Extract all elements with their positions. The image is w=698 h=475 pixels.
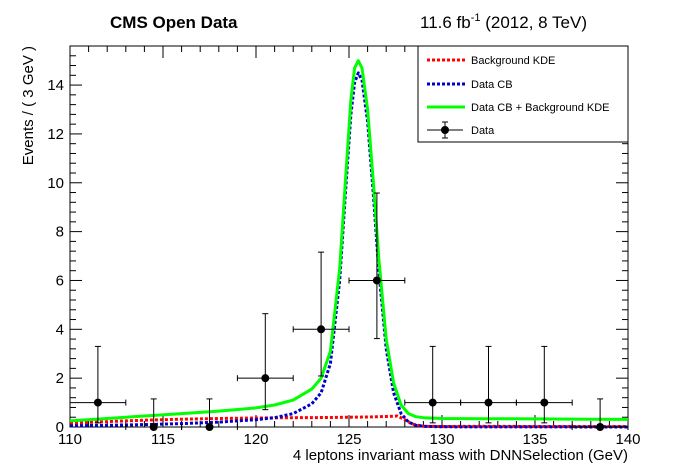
legend-label: Data <box>471 125 495 137</box>
data-marker <box>317 325 326 334</box>
data-marker <box>205 423 214 431</box>
y-tick-label: 0 <box>56 419 64 436</box>
data-point <box>571 398 629 431</box>
legend-label: Data CB + Background KDE <box>471 102 610 114</box>
data-point <box>515 345 573 424</box>
x-axis-label: 4 leptons invariant mass with DNNSelecti… <box>293 447 628 464</box>
data-marker <box>484 398 493 407</box>
x-tick-label: 115 <box>151 431 175 448</box>
data-marker <box>93 398 102 407</box>
x-tick-label: 140 <box>615 431 640 448</box>
data-marker <box>428 398 437 407</box>
data-marker <box>540 398 549 407</box>
data-marker <box>149 423 158 431</box>
legend-entry: Data CB <box>427 79 513 91</box>
background-kde-line <box>69 414 628 428</box>
legend-label: Data CB <box>471 79 513 91</box>
data-point <box>69 345 127 424</box>
data-cb-line <box>69 71 629 429</box>
x-tick-label: 135 <box>522 431 547 448</box>
data-point <box>404 345 462 424</box>
legend-entry: Data CB + Background KDE <box>427 102 610 114</box>
data-marker <box>596 423 605 431</box>
y-axis-label: Events / ( 3 GeV ) <box>20 46 37 165</box>
experiment-title: CMS Open Data <box>110 13 238 32</box>
legend-entry: Data <box>427 121 495 139</box>
y-tick-label: 8 <box>56 224 64 241</box>
legend-entry: Background KDE <box>427 55 555 67</box>
data-point <box>348 192 406 340</box>
luminosity-label: 11.6 fb-1 (2012, 8 TeV) <box>420 12 587 32</box>
y-tick-label: 14 <box>47 77 64 94</box>
y-tick-label: 10 <box>47 175 64 192</box>
x-tick-label: 120 <box>243 431 268 448</box>
data-marker <box>372 276 381 285</box>
data-point <box>181 398 238 431</box>
data-cb-plus-background-line <box>69 59 629 423</box>
plot-area: 110 115 120 125 130 135 140 0 2 4 6 8 10 12 14 <box>47 45 641 448</box>
x-tick-label: 130 <box>429 431 454 448</box>
data-point <box>236 313 294 411</box>
data-marker <box>261 374 270 383</box>
data-point <box>125 398 183 431</box>
legend: Background KDE Data CB Data CB + Backgroun… <box>417 45 629 143</box>
y-tick-label: 12 <box>47 126 64 143</box>
legend-data-marker <box>441 126 449 134</box>
data-point <box>292 251 350 377</box>
y-tick-label: 6 <box>56 272 64 289</box>
x-tick-label: 110 <box>58 431 82 448</box>
y-tick-label: 2 <box>56 370 64 387</box>
legend-box <box>417 45 629 143</box>
y-tick-label: 4 <box>56 321 64 338</box>
legend-label: Background KDE <box>471 55 555 67</box>
x-tick-label: 125 <box>336 431 361 448</box>
data-point <box>460 345 517 424</box>
